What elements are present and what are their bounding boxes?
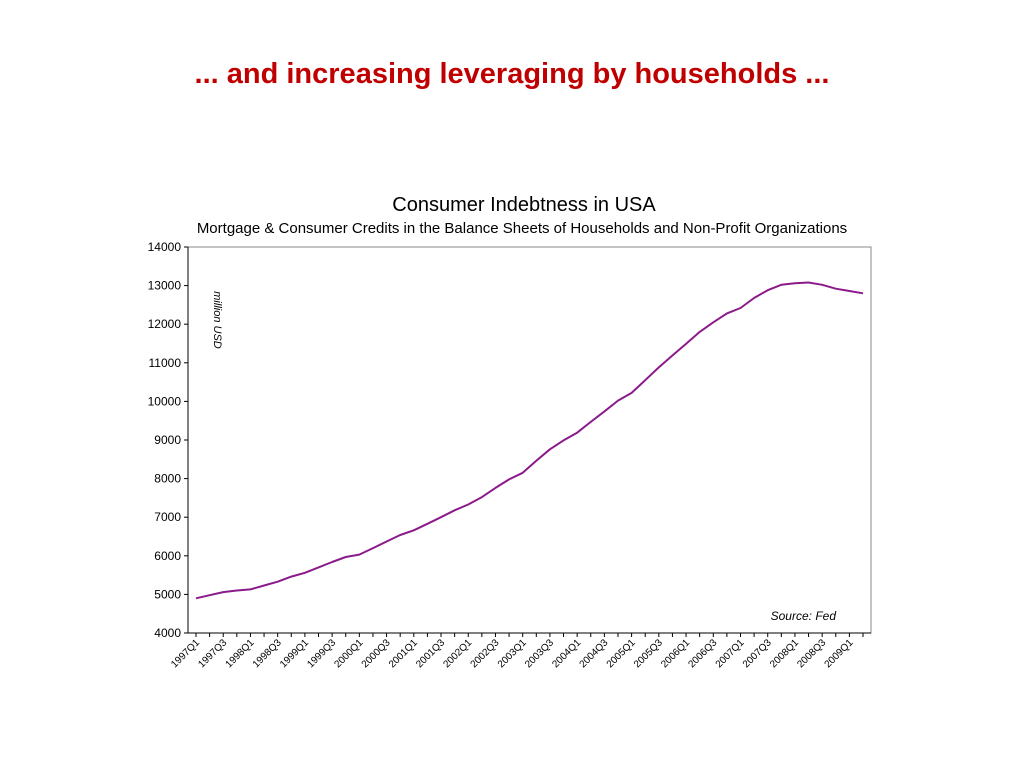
x-tick-label: 2005Q1 bbox=[605, 637, 638, 670]
y-tick-label: 6000 bbox=[154, 549, 181, 563]
y-tick-label: 9000 bbox=[154, 433, 181, 447]
y-tick-label: 8000 bbox=[154, 472, 181, 486]
x-tick-label: 1998Q1 bbox=[224, 637, 257, 670]
y-axis: 4000 5000 6000 7000 8000 9000 10000 11000 12000 1… bbox=[148, 240, 189, 640]
y-tick-label: 14000 bbox=[148, 240, 182, 254]
x-tick-label: 2008Q1 bbox=[768, 637, 801, 670]
x-tick-label: 2007Q1 bbox=[714, 637, 747, 670]
x-tick-label: 2008Q3 bbox=[795, 637, 828, 670]
y-axis-label: million USD bbox=[211, 291, 223, 349]
source-note: Source: Fed bbox=[771, 609, 837, 623]
x-tick-label: 2005Q3 bbox=[632, 637, 665, 670]
x-tick-label: 2007Q3 bbox=[741, 637, 774, 670]
y-tick-label: 5000 bbox=[154, 587, 181, 601]
slide-title: ... and increasing leveraging by househo… bbox=[194, 58, 830, 90]
x-tick-label: 2004Q3 bbox=[578, 637, 611, 670]
chart-subtitle: Mortgage & Consumer Credits in the Balan… bbox=[197, 220, 847, 237]
x-tick-label: 2006Q1 bbox=[659, 637, 692, 670]
x-axis: 1997Q11997Q31998Q11998Q31999Q11999Q32000… bbox=[169, 632, 871, 670]
x-tick-label: 1998Q3 bbox=[251, 637, 284, 670]
y-tick-label: 10000 bbox=[148, 394, 182, 408]
x-tick-label: 1999Q3 bbox=[305, 637, 338, 670]
series-layer bbox=[195, 281, 864, 600]
y-tick-label: 11000 bbox=[149, 356, 182, 370]
y-tick-label: 12000 bbox=[148, 317, 182, 331]
x-tick-label: 2004Q1 bbox=[550, 637, 583, 670]
y-tick-label: 13000 bbox=[148, 279, 182, 293]
chart-title: Consumer Indebtness in USA bbox=[392, 194, 656, 216]
x-tick-label: 2000Q3 bbox=[360, 637, 393, 670]
x-tick-label: 2006Q3 bbox=[686, 637, 719, 670]
x-tick-label: 1997Q1 bbox=[169, 637, 202, 670]
x-tick-label: 2000Q1 bbox=[333, 637, 366, 670]
y-tick-label: 7000 bbox=[154, 510, 181, 524]
x-tick-label: 2002Q1 bbox=[441, 637, 474, 670]
series-line bbox=[195, 281, 864, 600]
x-tick-label: 2001Q1 bbox=[387, 637, 420, 670]
x-tick-label: 2003Q3 bbox=[523, 637, 556, 670]
x-tick-label: 1997Q3 bbox=[196, 637, 229, 670]
x-tick-label: 2009Q1 bbox=[823, 637, 856, 670]
x-tick-label: 2003Q1 bbox=[496, 637, 529, 670]
x-tick-label: 1999Q1 bbox=[278, 637, 311, 670]
plot-frame bbox=[187, 246, 872, 634]
x-tick-label: 2002Q3 bbox=[469, 637, 502, 670]
y-tick-label: 4000 bbox=[154, 626, 181, 640]
x-tick-label: 2001Q3 bbox=[414, 637, 447, 670]
